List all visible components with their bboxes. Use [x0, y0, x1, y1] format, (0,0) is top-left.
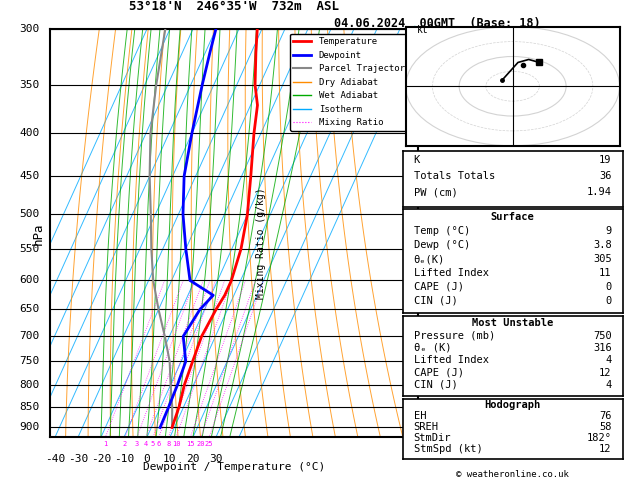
Text: 04.06.2024  00GMT  (Base: 18): 04.06.2024 00GMT (Base: 18) — [334, 17, 540, 30]
Text: Lifted Index: Lifted Index — [414, 355, 489, 365]
Text: K: K — [414, 155, 420, 165]
Text: 3: 3 — [135, 441, 139, 448]
Text: CAPE (J): CAPE (J) — [414, 367, 464, 378]
Text: Temp (°C): Temp (°C) — [414, 226, 470, 236]
Text: -5: -5 — [422, 209, 433, 219]
Text: 1.94: 1.94 — [587, 187, 611, 197]
Text: -6: -6 — [422, 128, 433, 139]
Text: © weatheronline.co.uk: © weatheronline.co.uk — [456, 469, 569, 479]
Text: -3: -3 — [422, 331, 433, 341]
Text: 76: 76 — [599, 411, 611, 421]
Text: 182°: 182° — [587, 434, 611, 443]
Text: 20: 20 — [186, 454, 199, 464]
Text: -7: -7 — [422, 80, 433, 90]
Text: 700: 700 — [19, 331, 39, 341]
Text: 12: 12 — [599, 444, 611, 454]
X-axis label: Dewpoint / Temperature (°C): Dewpoint / Temperature (°C) — [143, 462, 325, 472]
Text: 500: 500 — [19, 209, 39, 219]
Text: 0: 0 — [143, 454, 150, 464]
Text: 400: 400 — [19, 128, 39, 139]
Text: 800: 800 — [19, 380, 39, 390]
Text: -40: -40 — [45, 454, 65, 464]
Text: 10: 10 — [163, 454, 177, 464]
Text: -8: -8 — [422, 24, 433, 34]
Text: -1: -1 — [422, 422, 433, 433]
Text: -2: -2 — [422, 380, 433, 390]
Text: Pressure (mb): Pressure (mb) — [414, 330, 495, 341]
Text: -10: -10 — [114, 454, 134, 464]
Text: 3.8: 3.8 — [593, 240, 611, 250]
Text: 9: 9 — [606, 226, 611, 236]
Text: 600: 600 — [19, 276, 39, 285]
Text: 36: 36 — [599, 171, 611, 181]
Text: 900: 900 — [19, 422, 39, 433]
Text: 850: 850 — [19, 402, 39, 412]
Text: Most Unstable: Most Unstable — [472, 318, 554, 329]
Text: 11: 11 — [599, 268, 611, 278]
Text: StmSpd (kt): StmSpd (kt) — [414, 444, 482, 454]
Y-axis label: hPa: hPa — [31, 222, 45, 244]
Text: 4: 4 — [143, 441, 148, 448]
Text: LCL: LCL — [422, 404, 440, 414]
Text: 650: 650 — [19, 305, 39, 314]
Text: 0: 0 — [606, 282, 611, 292]
Text: kt: kt — [416, 25, 428, 35]
Text: 19: 19 — [599, 155, 611, 165]
Text: 350: 350 — [19, 80, 39, 90]
Text: 58: 58 — [599, 422, 611, 432]
Text: 316: 316 — [593, 343, 611, 353]
Legend: Temperature, Dewpoint, Parcel Trajectory, Dry Adiabat, Wet Adiabat, Isotherm, Mi: Temperature, Dewpoint, Parcel Trajectory… — [290, 34, 414, 131]
Text: 305: 305 — [593, 254, 611, 264]
Text: -30: -30 — [68, 454, 88, 464]
Text: 4: 4 — [606, 355, 611, 365]
Text: 750: 750 — [593, 330, 611, 341]
Text: 20: 20 — [196, 441, 205, 448]
Text: Surface: Surface — [491, 212, 535, 222]
Text: -20: -20 — [91, 454, 111, 464]
Text: CIN (J): CIN (J) — [414, 296, 457, 306]
Text: 2: 2 — [123, 441, 127, 448]
Text: 25: 25 — [205, 441, 213, 448]
Text: -4: -4 — [422, 276, 433, 285]
Text: 6: 6 — [157, 441, 161, 448]
Text: PW (cm): PW (cm) — [414, 187, 457, 197]
Text: 0: 0 — [606, 296, 611, 306]
Text: CIN (J): CIN (J) — [414, 380, 457, 390]
Text: 450: 450 — [19, 171, 39, 181]
Text: 15: 15 — [186, 441, 194, 448]
Text: 53°18'N  246°35'W  732m  ASL: 53°18'N 246°35'W 732m ASL — [129, 0, 339, 13]
Text: StmDir: StmDir — [414, 434, 451, 443]
Text: 30: 30 — [209, 454, 223, 464]
Text: 12: 12 — [599, 367, 611, 378]
Text: Hodograph: Hodograph — [484, 400, 541, 410]
Text: CAPE (J): CAPE (J) — [414, 282, 464, 292]
Text: 300: 300 — [19, 24, 39, 34]
Text: 4: 4 — [606, 380, 611, 390]
Text: 5: 5 — [151, 441, 155, 448]
Text: Mixing Ratio (g/kg): Mixing Ratio (g/kg) — [256, 187, 266, 299]
Text: θₑ(K): θₑ(K) — [414, 254, 445, 264]
Text: 1: 1 — [103, 441, 108, 448]
Text: 8: 8 — [166, 441, 170, 448]
Text: EH: EH — [414, 411, 426, 421]
Text: 550: 550 — [19, 244, 39, 254]
Text: Lifted Index: Lifted Index — [414, 268, 489, 278]
Text: Totals Totals: Totals Totals — [414, 171, 495, 181]
Text: θₑ (K): θₑ (K) — [414, 343, 451, 353]
Text: 750: 750 — [19, 356, 39, 366]
Text: SREH: SREH — [414, 422, 438, 432]
Text: Dewp (°C): Dewp (°C) — [414, 240, 470, 250]
Text: 10: 10 — [172, 441, 181, 448]
